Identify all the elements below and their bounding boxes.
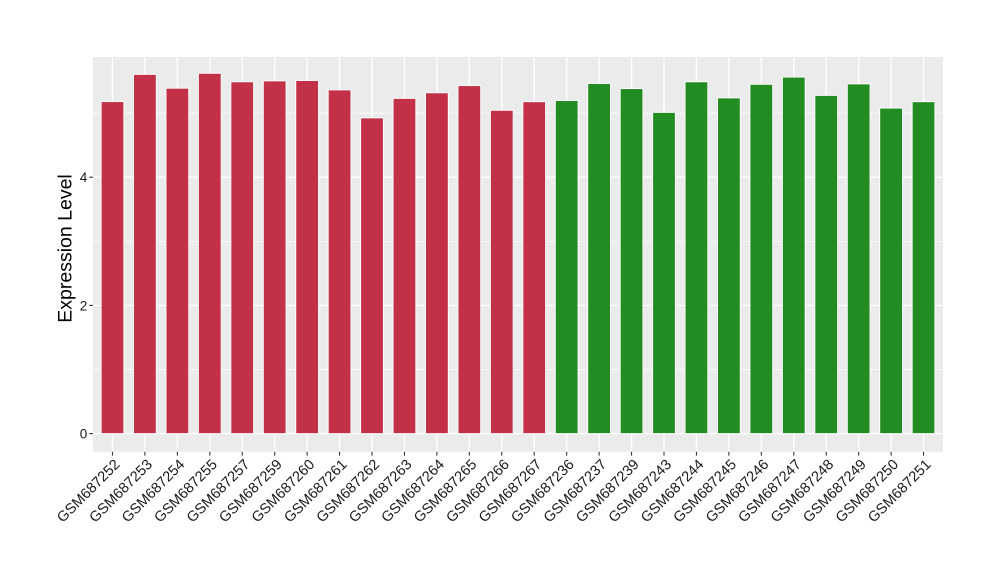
svg-text:0: 0 [80,427,88,442]
svg-text:2: 2 [80,298,88,313]
svg-text:4: 4 [80,170,88,185]
svg-text:Expression Level: Expression Level [55,174,77,323]
